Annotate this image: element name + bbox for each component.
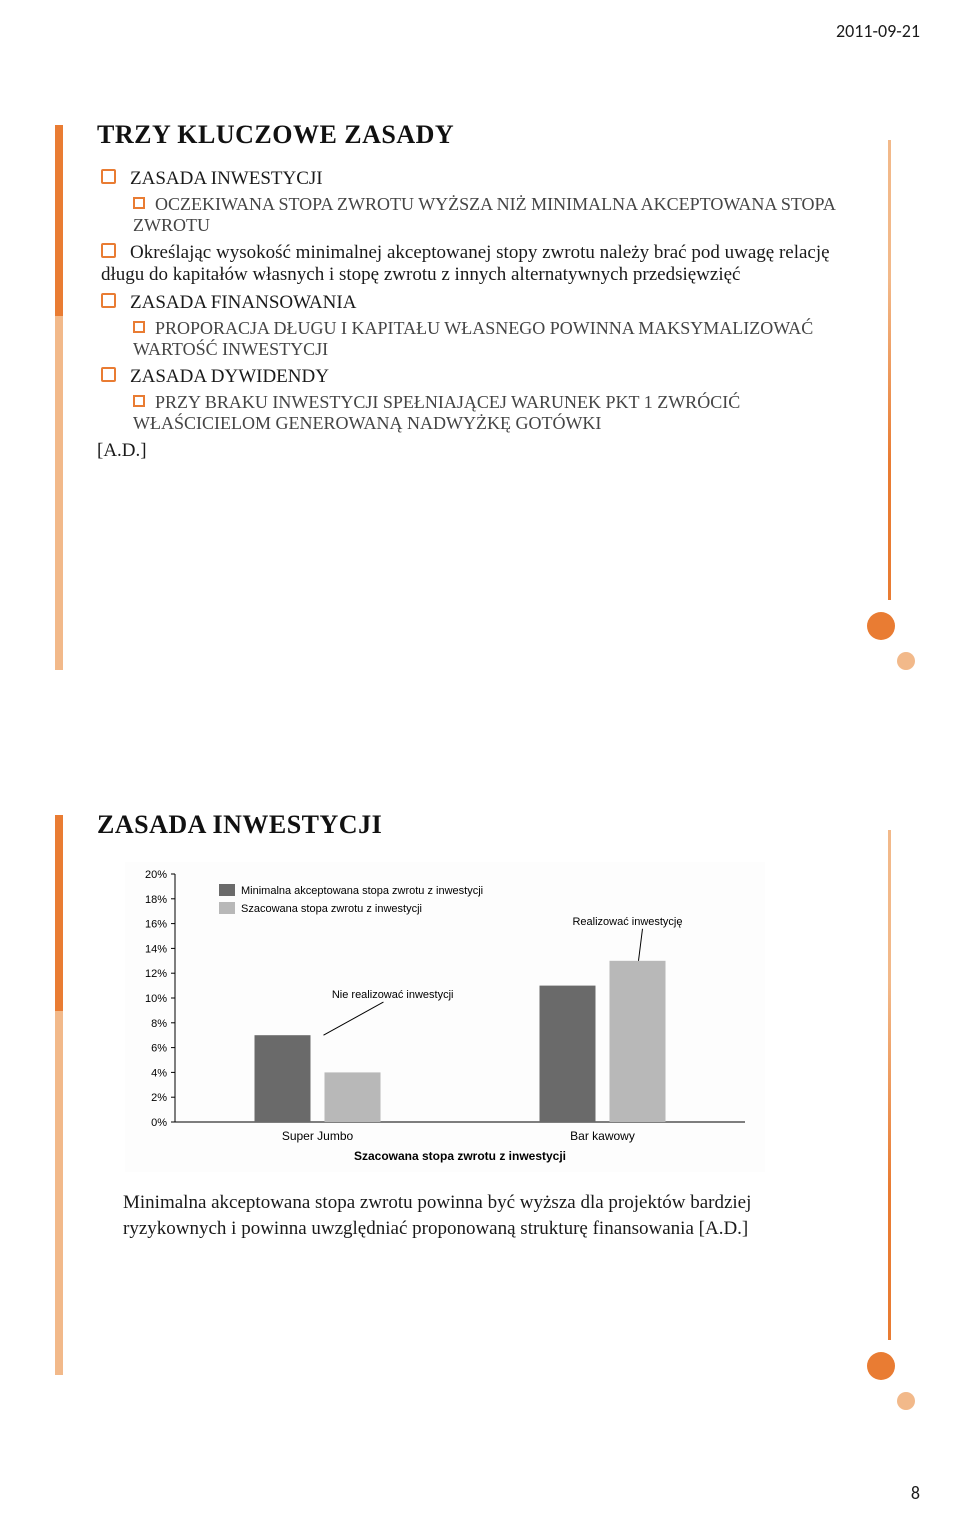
sub-item: PROPORACJA DŁUGU I KAPITAŁU WŁASNEGO POW… [133,318,845,360]
slide2-footer: Minimalna akceptowana stopa zwrotu powin… [123,1190,785,1241]
investment-chart: 0% 2% 4% 6% 8% 10% 12% 14% 16% 18% 20% Super Jumbo B… [125,862,765,1172]
svg-text:Bar kawowy: Bar kawowy [570,1129,635,1143]
sub-item: PRZY BRAKU INWESTYCJI SPEŁNIAJĄCEJ WARUN… [133,392,845,434]
svg-text:16%: 16% [145,919,167,931]
extra-note: Określając wysokość minimalnej akceptowa… [101,242,845,286]
svg-text:Realizować inwestycję: Realizować inwestycję [572,916,682,928]
svg-text:10%: 10% [145,993,167,1005]
slide-1: TRZY KLUCZOWE ZASADY ZASADA INWESTYCJI O… [55,90,905,680]
svg-text:20%: 20% [145,869,167,881]
svg-text:8%: 8% [151,1018,167,1030]
sub-item: OCZEKIWANA STOPA ZWROTU WYŻSZA NIŻ MINIM… [133,194,845,236]
svg-text:6%: 6% [151,1043,167,1055]
accent-bar [55,815,63,1375]
principle-label: ZASADA DYWIDENDY [130,366,329,387]
principle-investment: ZASADA INWESTYCJI OCZEKIWANA STOPA ZWROT… [101,168,845,236]
decorative-circles [865,140,895,670]
svg-text:Szacowana stopa zwrotu z inwes: Szacowana stopa zwrotu z inwestycji [354,1149,566,1163]
page-number: 8 [911,1482,920,1504]
svg-text:Super Jumbo: Super Jumbo [282,1129,354,1143]
principle-label: ZASADA FINANSOWANIA [130,292,356,313]
principle-label: ZASADA INWESTYCJI [130,168,323,189]
author-ref: [A.D.] [97,440,845,462]
page-date: 2011-09-21 [836,20,920,42]
svg-text:0%: 0% [151,1117,167,1129]
svg-text:18%: 18% [145,894,167,906]
principle-dividend: ZASADA DYWIDENDY PRZY BRAKU INWESTYCJI S… [101,366,845,434]
slide-2: ZASADA INWESTYCJI 0% 2% 4% 6% 8% 10% 12% 14% 16%… [55,780,905,1420]
svg-text:Minimalna akceptowana stopa zw: Minimalna akceptowana stopa zwrotu z inw… [241,885,483,897]
svg-text:14%: 14% [145,943,167,955]
svg-text:2%: 2% [151,1092,167,1104]
svg-text:Szacowana stopa zwrotu z inwes: Szacowana stopa zwrotu z inwestycji [241,903,422,915]
svg-text:12%: 12% [145,968,167,980]
slide2-title: ZASADA INWESTYCJI [97,810,845,840]
svg-text:Nie realizować inwestycji: Nie realizować inwestycji [332,989,454,1001]
slide1-title: TRZY KLUCZOWE ZASADY [97,120,845,150]
accent-bar [55,125,63,670]
svg-text:4%: 4% [151,1067,167,1079]
principle-financing: ZASADA FINANSOWANIA PROPORACJA DŁUGU I K… [101,292,845,360]
decorative-circles [865,830,895,1410]
